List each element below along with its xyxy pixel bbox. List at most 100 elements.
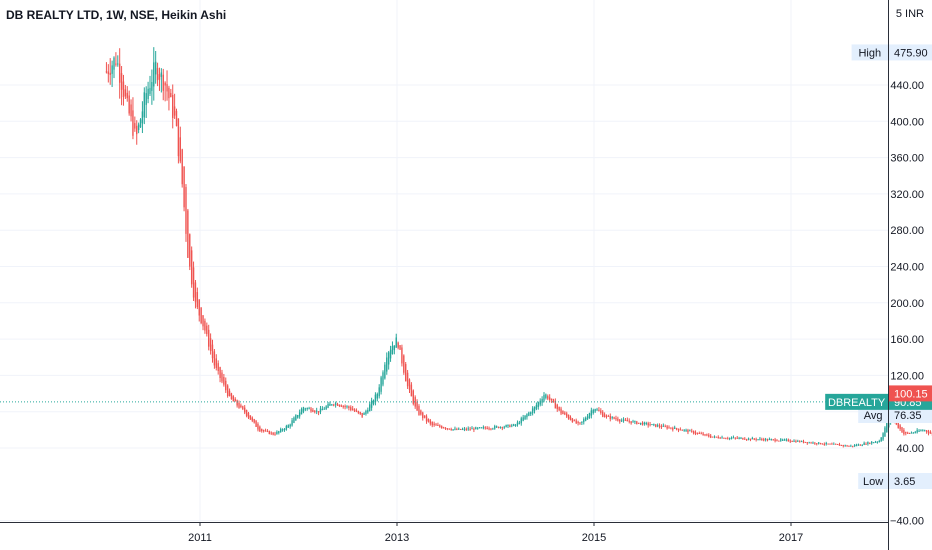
candle-body-down	[333, 404, 335, 406]
candle-body-down	[749, 438, 752, 440]
candle-body-down	[264, 430, 267, 432]
candle-body-up	[279, 428, 282, 433]
candle-body-down	[181, 149, 183, 185]
avg-marker-label: Avg	[864, 410, 883, 422]
candle-body-up	[295, 415, 297, 421]
candle-body-up	[651, 424, 653, 426]
candle-body-up	[685, 429, 687, 431]
candle-body-up	[499, 426, 502, 428]
candle-body-up	[876, 441, 879, 443]
avg-marker-label-bg	[858, 407, 888, 424]
candle-body-up	[543, 395, 545, 401]
candle-body-up	[817, 442, 820, 444]
y-axis[interactable]: −40.0040.0080.00120.00160.00200.00240.00…	[888, 0, 925, 550]
candle-body-up	[825, 443, 827, 445]
candle-body-up	[325, 406, 327, 410]
candle-body-up	[781, 439, 784, 441]
candle-body-up	[812, 442, 814, 444]
candle-body-up	[278, 431, 280, 433]
candle-body-down	[560, 408, 562, 414]
candle-body-down	[397, 342, 399, 348]
candle-body-down	[410, 384, 413, 397]
candle-body-down	[677, 428, 680, 431]
high-marker-label-bg	[851, 44, 888, 61]
candle-body-up	[370, 400, 373, 408]
y-tick-label: 200.00	[890, 298, 924, 310]
candle-body-down	[901, 427, 903, 433]
x-tick-label: 2015	[582, 532, 606, 544]
candle-body-up	[586, 416, 589, 420]
candle-body-down	[236, 400, 238, 406]
candle-body-up	[914, 432, 916, 434]
candle-body-down	[359, 411, 361, 414]
candle-body-down	[355, 410, 358, 412]
candle-body-up	[384, 364, 386, 379]
candle-body-down	[170, 92, 172, 98]
candle-body-down	[162, 74, 164, 91]
candle-body-down	[630, 421, 632, 424]
candle-body-up	[520, 418, 522, 424]
candle-body-down	[412, 390, 414, 404]
candle-body-up	[730, 437, 733, 439]
candle-body-down	[190, 250, 193, 285]
candle-body-up	[151, 81, 153, 91]
candle-body-down	[814, 442, 816, 444]
candle-body-down	[838, 444, 841, 446]
candle-body-down	[827, 443, 829, 445]
candle-body-down	[124, 89, 127, 97]
candle-body-up	[480, 427, 483, 429]
candle-body-up	[382, 372, 384, 385]
candle-body-up	[581, 421, 583, 423]
candle-body-down	[416, 401, 418, 411]
candle-body-down	[448, 428, 450, 430]
candle-body-down	[168, 87, 170, 99]
candle-body-down	[666, 426, 668, 429]
candle-body-down	[819, 442, 822, 445]
candle-body-down	[552, 399, 555, 403]
candle-body-down	[126, 92, 128, 99]
candle-body-up	[732, 437, 735, 439]
candle-body-down	[660, 426, 663, 428]
candle-body-up	[632, 421, 634, 423]
candle-body-down	[670, 427, 672, 429]
candle-body-down	[774, 439, 776, 442]
candle-body-up	[141, 111, 144, 124]
candle-body-down	[908, 432, 911, 434]
candle-body-down	[156, 68, 159, 81]
candle-body-down	[204, 320, 206, 331]
candle-body-up	[886, 421, 888, 432]
candle-body-up	[780, 439, 782, 441]
candle-body-up	[111, 65, 113, 74]
candle-body-up	[458, 428, 460, 430]
candle-body-up	[319, 408, 322, 412]
candle-body-down	[262, 430, 265, 432]
candle-body-down	[437, 424, 439, 426]
candle-body-down	[244, 407, 246, 413]
candle-body-down	[130, 104, 132, 117]
candle-body-down	[679, 429, 682, 431]
candle-body-down	[310, 408, 312, 412]
candle-body-down	[617, 418, 619, 421]
candle-body-down	[548, 397, 551, 400]
candle-body-up	[531, 408, 534, 414]
candle-body-down	[351, 408, 354, 411]
candle-body-down	[600, 410, 602, 413]
candle-body-up	[808, 442, 810, 444]
candle-body-down	[350, 407, 352, 410]
candle-body-up	[143, 92, 146, 118]
x-axis[interactable]: 2011201320152017201920212023	[0, 522, 932, 544]
candle-body-down	[715, 436, 718, 438]
candle-body-down	[422, 412, 424, 419]
candle-body-up	[145, 93, 147, 105]
candle-body-down	[696, 432, 699, 434]
candle-body-up	[395, 337, 397, 348]
candle-body-up	[643, 422, 646, 424]
candle-body-down	[348, 406, 350, 408]
candle-body-down	[694, 432, 697, 434]
candle-body-down	[842, 445, 844, 447]
candle-body-down	[816, 443, 818, 445]
candle-body-up	[833, 443, 835, 445]
candle-body-down	[598, 409, 600, 412]
candle-body-up	[533, 406, 536, 411]
